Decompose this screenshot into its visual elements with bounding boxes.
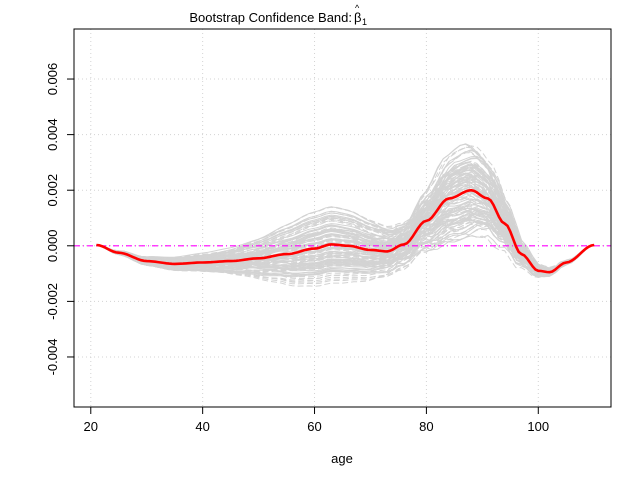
estimate-curve	[96, 188, 595, 274]
bootstrap-curve-83	[96, 164, 595, 276]
bootstrap-curve-48	[96, 174, 595, 287]
bootstrap-curve-119	[96, 186, 595, 270]
title-beta-symbol: β	[354, 10, 361, 25]
y-tick-label-1: -0.002	[45, 283, 60, 320]
bootstrap-curve-115	[96, 219, 595, 277]
title-hat-mark: ^	[355, 3, 360, 13]
title-subscript: 1	[362, 17, 367, 27]
x-axis: 20 40 60 80 100	[84, 407, 549, 434]
x-tick-label-2: 60	[307, 419, 321, 434]
bootstrap-curve-40	[96, 233, 595, 282]
y-tick-label-5: 0.006	[45, 63, 60, 96]
x-tick-label-3: 80	[419, 419, 433, 434]
x-axis-label: age	[331, 451, 353, 466]
x-tick-label-1: 40	[195, 419, 209, 434]
y-tick-label-4: 0.004	[45, 118, 60, 151]
bootstrap-curve-98	[96, 205, 595, 277]
bootstrap-curve-116	[96, 166, 595, 271]
plot-frame	[73, 28, 612, 408]
estimate-layer	[96, 188, 595, 274]
bootstrap-curve-108	[96, 152, 595, 273]
y-axis: -0.004 -0.002 0.000 0.002 0.004 0.006	[45, 63, 74, 376]
x-tick-label-4: 100	[527, 419, 549, 434]
y-tick-label-3: 0.002	[45, 174, 60, 207]
y-tick-label-2: 0.000	[45, 230, 60, 263]
bootstrap-curve-112	[96, 215, 595, 285]
y-tick-label-0: -0.004	[45, 339, 60, 376]
chart-title: Bootstrap Confidence Band:	[189, 10, 352, 25]
x-tick-label-0: 20	[84, 419, 98, 434]
